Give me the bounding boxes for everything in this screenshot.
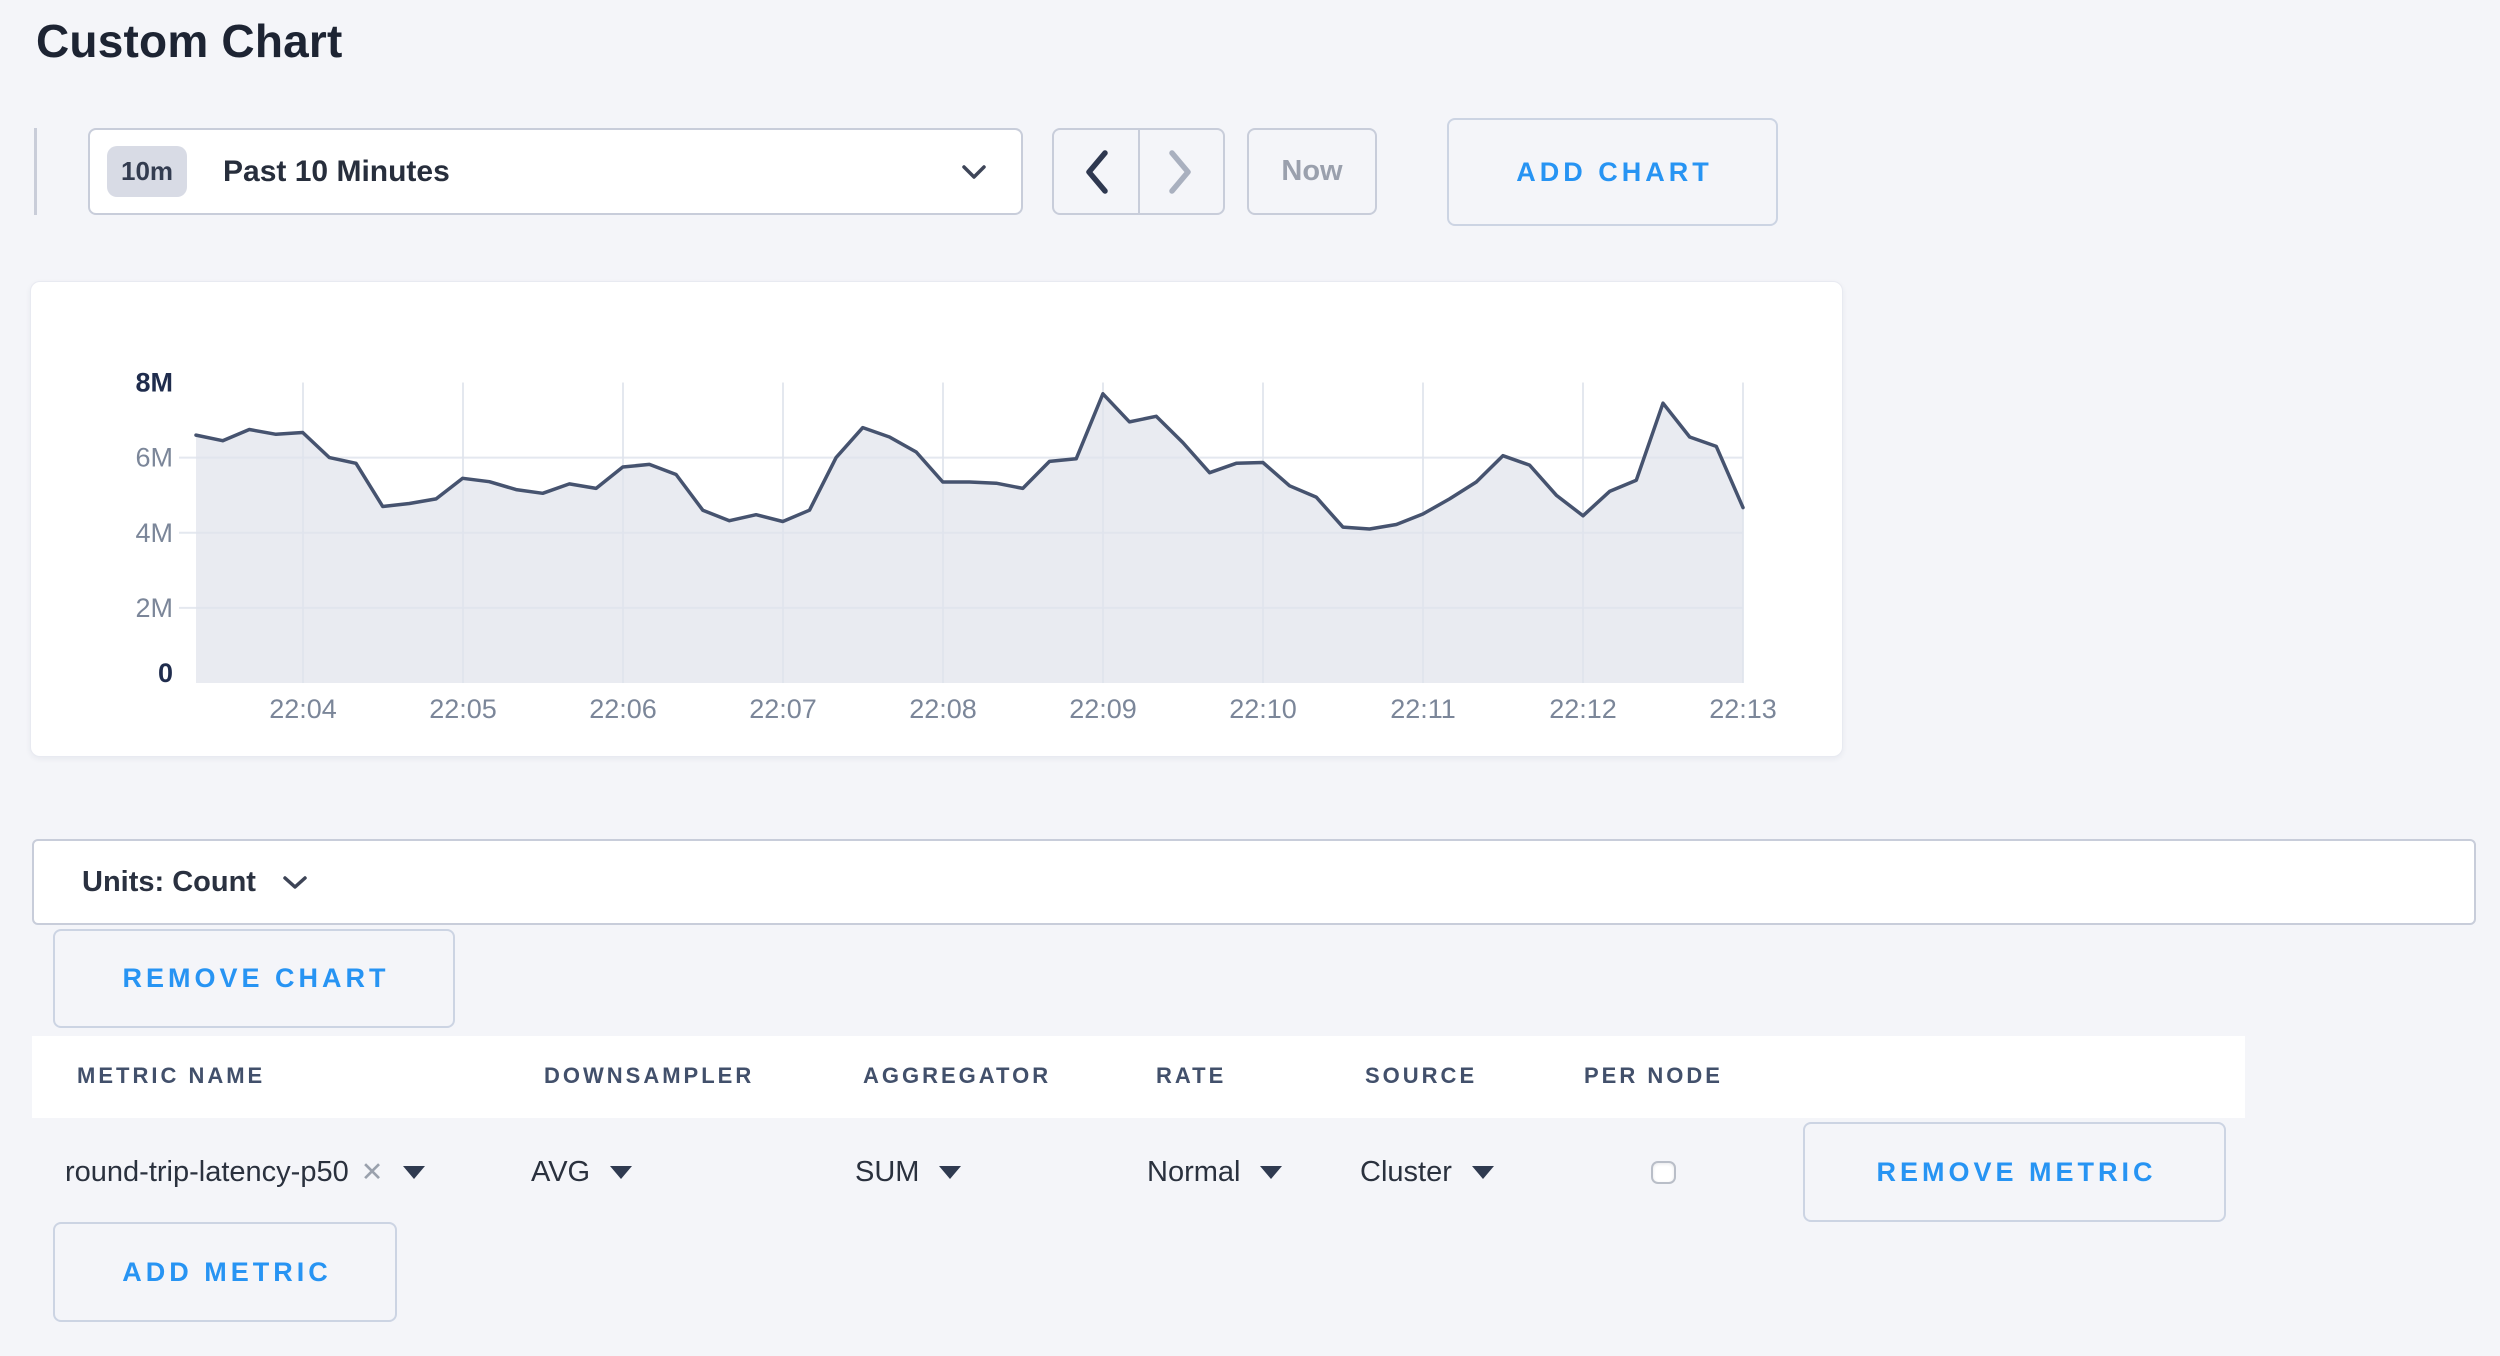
page-title: Custom Chart	[36, 15, 343, 67]
chevron-left-icon	[1086, 149, 1108, 194]
downsampler-dropdown[interactable]: AVG	[531, 1150, 633, 1194]
remove-chart-button[interactable]: REMOVE CHART	[53, 929, 455, 1028]
column-header-source: SOURCE	[1365, 1063, 1478, 1088]
svg-text:22:07: 22:07	[749, 694, 817, 724]
svg-text:22:13: 22:13	[1709, 694, 1777, 724]
chart-card: 0 2M 4M 6M 8M 22:04 22:05 22:06 22:07 22:08 22:09 2…	[30, 281, 1843, 757]
metrics-table-header	[32, 1036, 2245, 1118]
now-button[interactable]: Now	[1247, 128, 1377, 215]
remove-tag-icon[interactable]: ✕	[360, 1156, 384, 1187]
svg-text:22:05: 22:05	[429, 694, 497, 724]
svg-text:0: 0	[158, 658, 173, 688]
caret-down-icon	[403, 1165, 426, 1179]
rate-value: Normal	[1147, 1155, 1241, 1188]
downsampler-value: AVG	[531, 1155, 591, 1188]
time-range-dropdown[interactable]: 10m Past 10 Minutes	[88, 128, 1023, 215]
units-dropdown[interactable]: Units: Count	[32, 839, 2476, 925]
units-label: Units: Count	[82, 865, 256, 898]
svg-text:22:09: 22:09	[1069, 694, 1137, 724]
aggregator-value: SUM	[855, 1155, 920, 1188]
time-range-badge: 10m	[107, 146, 188, 197]
svg-text:22:04: 22:04	[269, 694, 337, 724]
svg-text:4M: 4M	[135, 518, 173, 548]
svg-text:22:12: 22:12	[1549, 694, 1617, 724]
svg-text:22:08: 22:08	[909, 694, 977, 724]
svg-text:22:10: 22:10	[1229, 694, 1297, 724]
caret-down-icon	[1260, 1165, 1283, 1179]
add-metric-button[interactable]: ADD METRIC	[53, 1222, 397, 1322]
column-header-rate: RATE	[1156, 1063, 1227, 1088]
metric-name-dropdown[interactable]: round-trip-latency-p50 ✕	[65, 1150, 426, 1194]
time-pager	[1052, 128, 1225, 215]
per-node-checkbox[interactable]	[1651, 1161, 1676, 1184]
svg-text:6M: 6M	[135, 443, 173, 473]
add-chart-button[interactable]: ADD CHART	[1447, 118, 1778, 226]
toolbar-accent-divider	[34, 128, 37, 215]
svg-text:2M: 2M	[135, 593, 173, 623]
source-value: Cluster	[1360, 1155, 1452, 1188]
svg-text:22:06: 22:06	[589, 694, 657, 724]
prev-time-button[interactable]	[1054, 130, 1140, 213]
svg-text:8M: 8M	[135, 368, 173, 398]
chevron-down-icon	[962, 164, 986, 179]
caret-down-icon	[610, 1165, 633, 1179]
remove-metric-button[interactable]: REMOVE METRIC	[1803, 1122, 2226, 1222]
column-header-downsampler: DOWNSAMPLER	[544, 1063, 755, 1088]
source-dropdown[interactable]: Cluster	[1360, 1150, 1494, 1194]
svg-text:22:11: 22:11	[1390, 694, 1456, 724]
metric-name-value: round-trip-latency-p50	[65, 1155, 349, 1188]
aggregator-dropdown[interactable]: SUM	[855, 1150, 962, 1194]
next-time-button[interactable]	[1140, 130, 1224, 213]
time-range-label: Past 10 Minutes	[223, 154, 450, 188]
caret-down-icon	[1471, 1165, 1494, 1179]
column-header-metric-name: METRIC NAME	[77, 1063, 266, 1088]
caret-down-icon	[939, 1165, 962, 1179]
rate-dropdown[interactable]: Normal	[1147, 1150, 1283, 1194]
chevron-right-icon	[1169, 149, 1191, 194]
column-header-per-node: PER NODE	[1584, 1063, 1723, 1088]
chevron-down-icon	[283, 875, 307, 889]
column-header-aggregator: AGGREGATOR	[863, 1063, 1052, 1088]
